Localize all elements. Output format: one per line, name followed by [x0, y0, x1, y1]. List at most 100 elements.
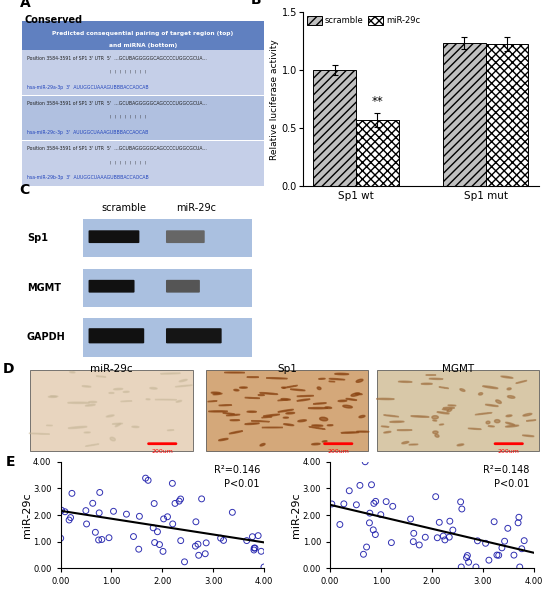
- Ellipse shape: [112, 423, 123, 424]
- Point: [500, 536, 509, 546]
- Bar: [356, 120, 399, 186]
- FancyBboxPatch shape: [89, 328, 144, 343]
- Bar: [486, 44, 528, 186]
- Ellipse shape: [286, 413, 295, 414]
- Point: [439, 531, 448, 540]
- Ellipse shape: [319, 378, 325, 379]
- Point: [177, 536, 185, 545]
- Point: [369, 525, 378, 535]
- Point: [515, 562, 524, 572]
- Ellipse shape: [150, 387, 157, 389]
- FancyBboxPatch shape: [166, 230, 205, 243]
- Ellipse shape: [240, 387, 248, 388]
- Point: [509, 551, 518, 560]
- Ellipse shape: [260, 443, 265, 446]
- Text: miR-29c: miR-29c: [90, 364, 133, 374]
- Point: [60, 507, 69, 516]
- Point: [514, 513, 523, 522]
- Point: [104, 533, 113, 542]
- Ellipse shape: [447, 409, 452, 412]
- Point: [228, 507, 236, 517]
- Point: [219, 536, 228, 545]
- Point: [485, 555, 493, 565]
- Ellipse shape: [110, 437, 115, 441]
- Ellipse shape: [443, 407, 454, 408]
- FancyBboxPatch shape: [22, 21, 264, 50]
- Point: [150, 538, 159, 547]
- Ellipse shape: [312, 443, 320, 445]
- Point: [490, 517, 498, 526]
- Point: [201, 549, 210, 558]
- Point: [82, 519, 91, 529]
- FancyBboxPatch shape: [30, 371, 192, 451]
- Ellipse shape: [282, 387, 285, 388]
- Text: 200um: 200um: [498, 449, 520, 454]
- Ellipse shape: [89, 401, 97, 403]
- Point: [463, 551, 472, 560]
- Text: 200um: 200um: [151, 449, 173, 454]
- Point: [159, 514, 168, 524]
- Point: [95, 508, 103, 517]
- Text: Position 3584-3591 of SP1 3' UTR  5'  ...GCUBAGGGGGCAGCCCCUGGCGCUA...: Position 3584-3591 of SP1 3' UTR 5' ...G…: [27, 146, 207, 152]
- Ellipse shape: [356, 431, 369, 432]
- Point: [370, 498, 378, 508]
- Text: C: C: [20, 183, 30, 197]
- Ellipse shape: [335, 374, 349, 375]
- Y-axis label: Relative luciferase activity: Relative luciferase activity: [270, 39, 279, 159]
- Ellipse shape: [433, 431, 438, 434]
- Ellipse shape: [175, 385, 192, 387]
- Ellipse shape: [278, 410, 293, 412]
- Point: [433, 533, 442, 542]
- Ellipse shape: [486, 421, 490, 424]
- Point: [134, 545, 143, 554]
- Ellipse shape: [263, 414, 280, 416]
- Ellipse shape: [485, 404, 498, 407]
- Point: [503, 523, 512, 533]
- Ellipse shape: [278, 400, 288, 401]
- Ellipse shape: [442, 409, 448, 410]
- Ellipse shape: [351, 393, 360, 396]
- Point: [243, 536, 251, 545]
- Ellipse shape: [106, 415, 114, 417]
- Legend: scramble, miR-29c: scramble, miR-29c: [307, 16, 420, 25]
- Ellipse shape: [381, 426, 389, 427]
- Ellipse shape: [421, 383, 432, 384]
- Point: [122, 510, 131, 519]
- Point: [441, 535, 449, 545]
- Ellipse shape: [505, 425, 519, 427]
- Text: Sp1: Sp1: [277, 364, 298, 374]
- Text: D: D: [3, 362, 14, 376]
- Ellipse shape: [116, 423, 120, 427]
- FancyBboxPatch shape: [22, 96, 264, 140]
- Ellipse shape: [262, 417, 272, 418]
- Ellipse shape: [356, 379, 363, 382]
- Ellipse shape: [468, 428, 481, 429]
- Ellipse shape: [523, 413, 532, 416]
- Point: [409, 537, 417, 546]
- Point: [388, 501, 397, 511]
- Ellipse shape: [219, 405, 232, 406]
- Point: [473, 536, 482, 546]
- Point: [457, 562, 466, 572]
- Text: miR-29c: miR-29c: [176, 203, 216, 213]
- Point: [462, 553, 471, 562]
- Point: [155, 540, 164, 549]
- Ellipse shape: [96, 376, 106, 377]
- FancyBboxPatch shape: [89, 230, 139, 243]
- Ellipse shape: [245, 397, 260, 398]
- Ellipse shape: [247, 411, 256, 413]
- Ellipse shape: [460, 389, 465, 391]
- Ellipse shape: [320, 417, 328, 421]
- Point: [68, 488, 76, 498]
- FancyBboxPatch shape: [206, 371, 368, 451]
- Ellipse shape: [329, 378, 345, 380]
- Ellipse shape: [409, 444, 418, 445]
- Bar: [314, 70, 356, 186]
- Ellipse shape: [355, 393, 362, 395]
- Point: [415, 540, 424, 550]
- Ellipse shape: [437, 412, 449, 414]
- Point: [376, 510, 385, 519]
- Point: [421, 533, 430, 542]
- Text: Sp1: Sp1: [27, 233, 48, 243]
- Ellipse shape: [179, 379, 187, 382]
